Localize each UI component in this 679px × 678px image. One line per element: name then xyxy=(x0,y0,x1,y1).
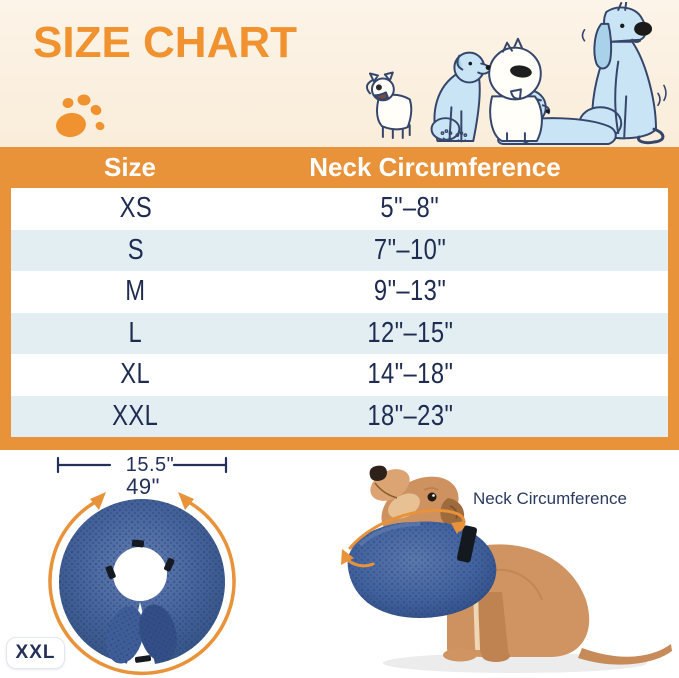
neck-value: 7"–10" xyxy=(373,233,447,266)
table-row: XL 14"–18" xyxy=(11,354,668,396)
collar-velcro-strap xyxy=(456,525,478,563)
collar-width-label: 15.5" xyxy=(125,454,175,476)
cell-neck: 9"–13" xyxy=(260,275,560,308)
table-body: XS 5"–8" S 7"–10" M 9"–13" L 12"–15" XL … xyxy=(11,188,668,437)
cell-size: S xyxy=(11,234,260,267)
dog-tail xyxy=(578,644,672,665)
size-value: S xyxy=(127,233,144,266)
cell-size: L xyxy=(11,317,260,350)
collar-circumference-label: 49" xyxy=(126,474,160,499)
cell-size: XS xyxy=(11,192,260,225)
table-row: S 7"–10" xyxy=(11,229,668,271)
neck-measure-arrow xyxy=(341,508,466,568)
table-row: XXL 18"–23" xyxy=(11,395,668,437)
collar-strap-tabs xyxy=(105,539,175,663)
header-neck-circumference: Neck Circumference xyxy=(309,152,561,182)
sitting-dog xyxy=(430,51,491,143)
table-row: L 12"–15" xyxy=(11,312,668,354)
page-title: SIZE CHART xyxy=(33,18,297,67)
paw-doodles xyxy=(440,129,468,143)
collar-on-dog xyxy=(347,521,497,618)
cell-neck: 18"–23" xyxy=(260,400,560,433)
cell-size: XXL xyxy=(11,400,260,433)
neck-value: 14"–18" xyxy=(367,358,453,391)
dog-wearing-collar-photo xyxy=(341,465,672,673)
table-row: M 9"–13" xyxy=(11,271,668,313)
width-measure-line xyxy=(56,456,228,474)
big-hound-dog xyxy=(578,2,667,145)
table-row: XS 5"–8" xyxy=(11,188,668,230)
cell-size: XL xyxy=(11,358,260,391)
circumference-arrow xyxy=(48,492,236,676)
size-badge: XXL xyxy=(6,637,65,669)
paw-print-icon xyxy=(56,94,105,138)
tiny-dog xyxy=(366,71,413,140)
cell-neck: 12"–15" xyxy=(260,317,560,350)
neck-circumference-annotation: Neck Circumference xyxy=(473,489,627,508)
collar-diagram xyxy=(48,492,236,676)
cell-neck: 5"–8" xyxy=(260,192,560,225)
table-header-row: Size Neck Circumference xyxy=(0,147,679,188)
size-value: M xyxy=(125,275,146,308)
inflatable-collar xyxy=(59,499,226,668)
header-size: Size xyxy=(103,152,157,182)
cell-neck: 7"–10" xyxy=(260,234,560,267)
size-table: Size Neck Circumference XS 5"–8" S 7"–10… xyxy=(0,147,679,450)
cell-size: M xyxy=(11,275,260,308)
dog-nose xyxy=(369,465,387,481)
size-value: XL xyxy=(120,358,151,391)
dog-eye xyxy=(427,492,437,502)
neck-value: 5"–8" xyxy=(380,192,440,225)
dogs-illustration xyxy=(366,2,667,146)
cell-neck: 14"–18" xyxy=(260,358,560,391)
size-value: XS xyxy=(119,192,152,225)
size-value: L xyxy=(128,316,143,349)
banner: SIZE CHART xyxy=(0,0,679,147)
size-value: XXL xyxy=(112,399,159,432)
fluffy-white-dog xyxy=(488,37,543,143)
neck-value: 9"–13" xyxy=(373,275,447,308)
neck-value: 12"–15" xyxy=(367,316,453,349)
dog-front-leg-back xyxy=(478,592,509,658)
neck-value: 18"–23" xyxy=(367,399,453,432)
